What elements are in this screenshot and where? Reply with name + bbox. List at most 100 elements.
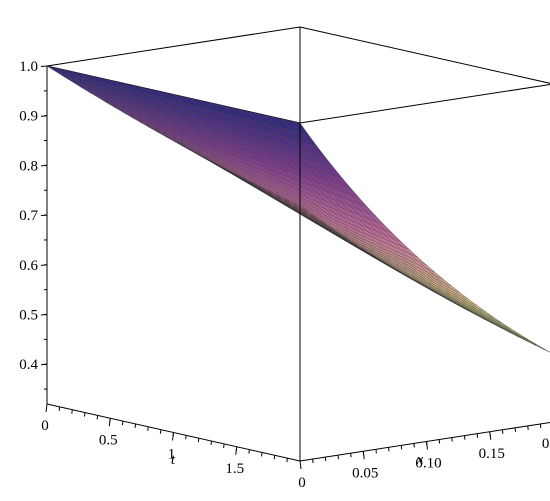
- surface-patch: [249, 152, 267, 164]
- surface-patch: [468, 301, 486, 312]
- surface-patch: [240, 170, 258, 182]
- surface-patch: [266, 185, 284, 196]
- surface-patch: [232, 146, 250, 158]
- surface-patch: [97, 89, 115, 98]
- surface-patch: [418, 264, 435, 276]
- surface-gridline: [282, 119, 537, 346]
- surface-patch: [274, 142, 292, 155]
- surface-patch: [240, 138, 258, 150]
- surface-patch: [350, 223, 368, 235]
- surface-patch: [173, 112, 191, 123]
- surface-patch: [215, 140, 233, 151]
- surface-patch: [207, 148, 225, 159]
- surface-patch: [97, 85, 115, 95]
- surface-patch: [257, 129, 275, 143]
- x-minor-tick: [514, 427, 517, 432]
- surface-patch: [333, 216, 351, 228]
- surface-patch: [300, 200, 317, 212]
- surface-patch: [249, 179, 267, 190]
- z-tick-label: 0.6: [19, 258, 38, 274]
- surface-patch: [367, 247, 385, 259]
- surface-patch: [266, 158, 284, 170]
- surface-patch: [325, 215, 343, 227]
- surface-patch: [283, 151, 300, 165]
- surface-gridline: [249, 111, 503, 329]
- surface-patch: [283, 195, 300, 207]
- surface-patch: [190, 140, 208, 151]
- surface-patch: [106, 84, 123, 93]
- surface-patch: [215, 124, 233, 136]
- surface-patch: [207, 153, 225, 164]
- surface-patch: [165, 132, 182, 142]
- surface-patch: [224, 160, 241, 171]
- surface-patch: [122, 96, 140, 107]
- surface-patch: [224, 163, 241, 174]
- surface-patch: [207, 102, 225, 114]
- surface-patch: [325, 179, 343, 192]
- surface-patch: [148, 94, 166, 105]
- surface-patch: [249, 141, 267, 153]
- surface-patch: [240, 149, 258, 161]
- surface-patch: [173, 135, 191, 146]
- t-axis-title: t: [171, 452, 176, 468]
- t-minor-tick: [172, 432, 174, 437]
- surface-patch: [156, 102, 174, 113]
- surface-patch: [350, 227, 368, 239]
- surface-patch: [114, 105, 132, 115]
- x-tick-label: 0.15: [479, 446, 505, 462]
- surface-patch: [97, 81, 115, 91]
- surface-patch: [257, 149, 275, 162]
- surface-patch: [207, 116, 225, 128]
- surface-patch: [367, 218, 385, 231]
- surface-patch: [485, 313, 503, 324]
- surface-patch: [266, 139, 284, 152]
- surface-patch: [274, 189, 292, 200]
- surface-patch: [156, 90, 174, 101]
- surface-patch: [122, 100, 140, 110]
- surface-patch: [316, 201, 334, 213]
- surface-patch: [300, 149, 317, 163]
- surface-patch: [308, 152, 326, 166]
- surface-patch: [342, 228, 360, 240]
- surface-patch: [274, 126, 292, 140]
- surface-patch: [274, 191, 292, 202]
- surface-patch: [367, 241, 385, 252]
- surface-patch: [80, 81, 98, 90]
- t-minor-tick: [273, 455, 276, 460]
- surface-patch: [308, 204, 326, 216]
- surface-patch: [308, 189, 326, 201]
- surface-patch: [384, 230, 402, 242]
- surface-patch: [249, 127, 267, 140]
- x-minor-tick: [388, 447, 390, 452]
- surface-patch: [148, 104, 166, 115]
- surface-patch: [375, 231, 393, 243]
- surface-patch: [173, 128, 191, 139]
- surface-patch: [72, 75, 90, 84]
- surface-patch: [367, 212, 385, 226]
- surface-patch: [266, 152, 284, 165]
- surface-patch: [224, 158, 241, 169]
- surface-patch: [409, 266, 427, 277]
- surface-patch: [207, 155, 225, 166]
- surface-patch: [139, 102, 157, 112]
- surface-patch: [240, 109, 258, 123]
- surface-patch: [148, 112, 166, 122]
- surface-patch: [173, 133, 191, 144]
- surface-patch: [266, 187, 284, 198]
- surface-patch: [257, 122, 275, 135]
- surface-patch: [198, 147, 216, 158]
- surface-patch: [409, 270, 427, 282]
- surface-patch: [493, 319, 511, 329]
- surface-patch: [173, 106, 191, 118]
- surface-patch: [375, 235, 393, 247]
- surface-patch: [139, 86, 157, 97]
- surface-patch: [131, 112, 149, 122]
- surface-patch: [215, 157, 233, 168]
- x-minor-tick: [463, 435, 466, 440]
- surface-patch: [316, 214, 334, 225]
- surface-patch: [367, 238, 385, 250]
- surface-patch: [249, 174, 267, 186]
- surface-patch: [198, 149, 216, 160]
- t-minor-tick: [185, 435, 187, 440]
- x-tick: [299, 460, 302, 470]
